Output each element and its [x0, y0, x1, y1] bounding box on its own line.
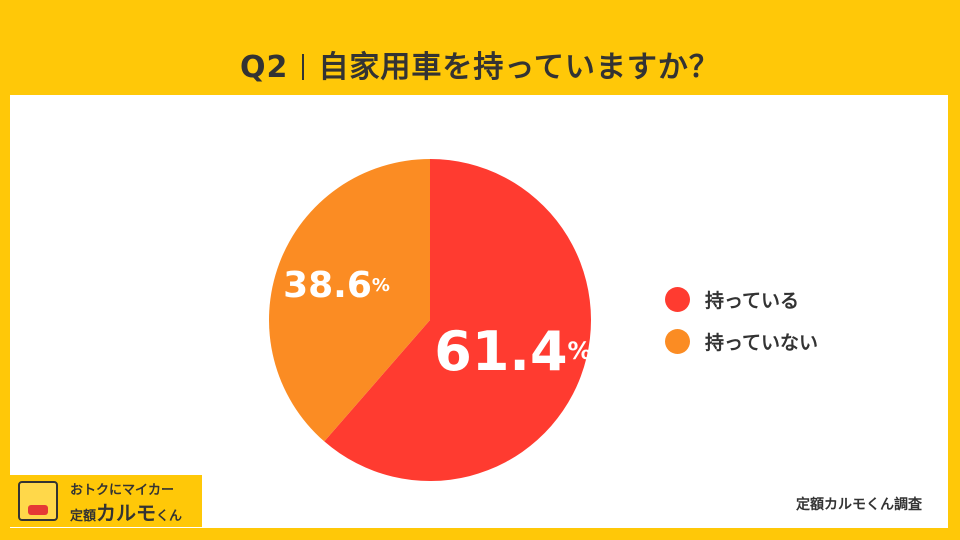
logo-suffix: くん	[156, 509, 183, 524]
brand-logo: おトクにマイカー 定額カルモくん	[10, 475, 202, 527]
pie-slice-not-owns	[269, 159, 430, 442]
question-text: 自家用車を持っていますか？	[318, 50, 720, 85]
logo-name: 定額カルモくん	[70, 497, 182, 526]
legend: 持っている 持っていない	[665, 278, 818, 362]
legend-item-owns: 持っている	[665, 278, 818, 320]
legend-item-not-owns: 持っていない	[665, 320, 818, 362]
car-logo-icon	[18, 481, 58, 521]
logo-brand: カルモ	[96, 501, 157, 525]
slice-label-owns: 61.4%	[434, 320, 591, 383]
legend-label-owns: 持っている	[705, 289, 800, 312]
legend-label-not-owns: 持っていない	[705, 331, 819, 354]
legend-swatch-owns	[665, 286, 690, 312]
chart-title: Q2 自家用車を持っていますか？	[0, 42, 960, 86]
logo-tagline: おトクにマイカー	[70, 483, 175, 498]
question-number: Q2	[240, 50, 289, 85]
chart-panel: 61.4% 38.6% 持っている 持っていない 定額カルモくん調査	[10, 95, 948, 528]
slice-label-not-owns: 38.6%	[283, 265, 390, 306]
title-separator	[302, 54, 305, 80]
logo-prefix: 定額	[70, 509, 97, 524]
legend-swatch-not-owns	[665, 328, 690, 354]
pie-slice-owns	[324, 159, 591, 481]
pie-chart: 61.4% 38.6%	[269, 159, 592, 481]
source-credit: 定額カルモくん調査	[796, 497, 922, 513]
